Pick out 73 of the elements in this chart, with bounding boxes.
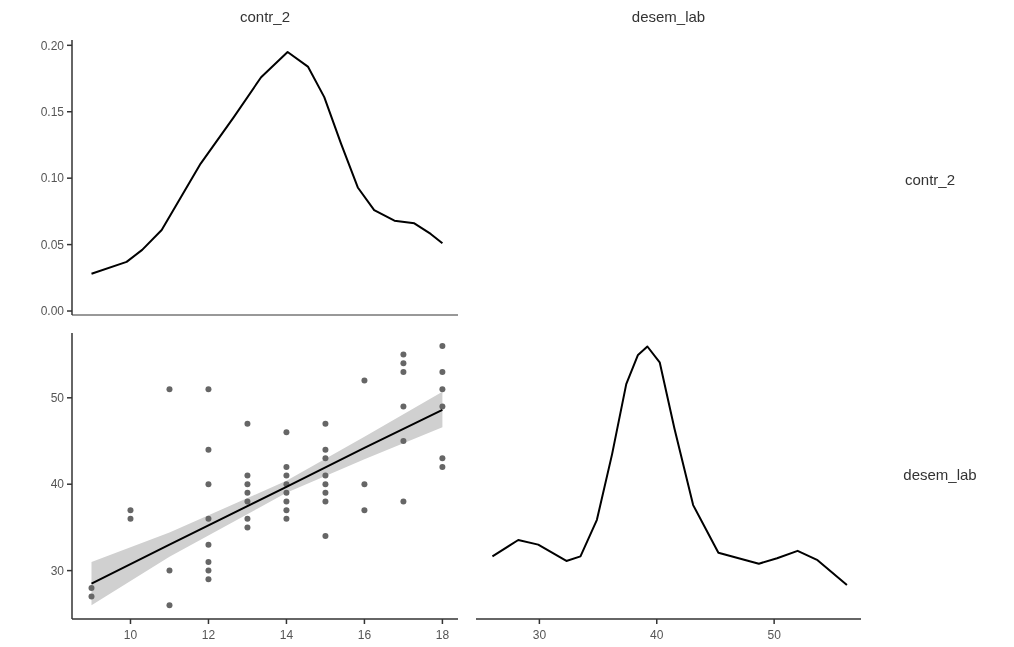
point: [322, 472, 329, 479]
point: [400, 498, 407, 505]
y-tick-label: 0.20: [40, 38, 65, 53]
x-tick-label: 40: [650, 628, 664, 642]
point: [400, 360, 407, 367]
y2-axis-title: contr_2: [904, 171, 956, 188]
point: [205, 541, 212, 548]
point: [205, 515, 212, 522]
x-tick-label: 10: [123, 628, 138, 642]
point: [439, 386, 446, 393]
x-tick-label: 18: [435, 628, 450, 642]
point: [322, 533, 329, 540]
point: [244, 481, 251, 488]
chart-title: contr_2: [239, 8, 291, 25]
point: [166, 602, 173, 609]
point: [127, 507, 134, 514]
point: [439, 342, 446, 349]
point: [244, 489, 251, 496]
chart-title: desem_lab: [631, 8, 706, 25]
point: [205, 576, 212, 583]
point: [400, 403, 407, 410]
point: [439, 463, 446, 470]
point: [439, 368, 446, 375]
point: [439, 403, 446, 410]
point: [205, 446, 212, 453]
point: [205, 567, 212, 574]
y-tick-label: 40: [50, 477, 65, 492]
point: [361, 377, 368, 384]
point: [244, 498, 251, 505]
point: [283, 463, 290, 470]
y2-axis-title: desem_lab: [903, 466, 977, 483]
x-tick-label: 12: [201, 628, 216, 642]
point: [283, 498, 290, 505]
point: [322, 446, 329, 453]
y-tick-label: 0.10: [40, 171, 65, 186]
x-tick-label: 14: [279, 628, 294, 642]
point: [322, 481, 329, 488]
point: [244, 524, 251, 531]
point: [322, 498, 329, 505]
point: [283, 515, 290, 522]
x-tick-label: 50: [767, 628, 782, 642]
y-tick-label: 0.15: [40, 104, 65, 119]
point: [361, 507, 368, 514]
point: [166, 567, 173, 574]
y-tick-label: 30: [50, 563, 65, 578]
x-tick-label: 16: [357, 628, 372, 642]
point: [322, 489, 329, 496]
point: [439, 455, 446, 462]
point: [322, 455, 329, 462]
point: [283, 429, 290, 436]
y-tick-label: 0.00: [40, 304, 65, 319]
y-tick-label: 50: [50, 391, 65, 405]
point: [205, 558, 212, 565]
point: [205, 481, 212, 488]
point: [283, 472, 290, 479]
point: [88, 584, 95, 591]
point: [205, 386, 212, 393]
point: [244, 515, 251, 522]
point: [244, 472, 251, 479]
y-tick-label: 0.05: [40, 237, 65, 252]
point: [127, 515, 134, 522]
line-series: [90, 50, 444, 275]
point: [166, 386, 173, 393]
point: [88, 593, 95, 600]
point: [322, 420, 329, 427]
point: [283, 489, 290, 496]
point: [283, 507, 290, 514]
point: [400, 351, 407, 358]
point: [400, 368, 407, 375]
point: [400, 438, 407, 445]
point: [244, 420, 251, 427]
point: [361, 481, 368, 488]
x-tick-label: 30: [532, 628, 547, 642]
